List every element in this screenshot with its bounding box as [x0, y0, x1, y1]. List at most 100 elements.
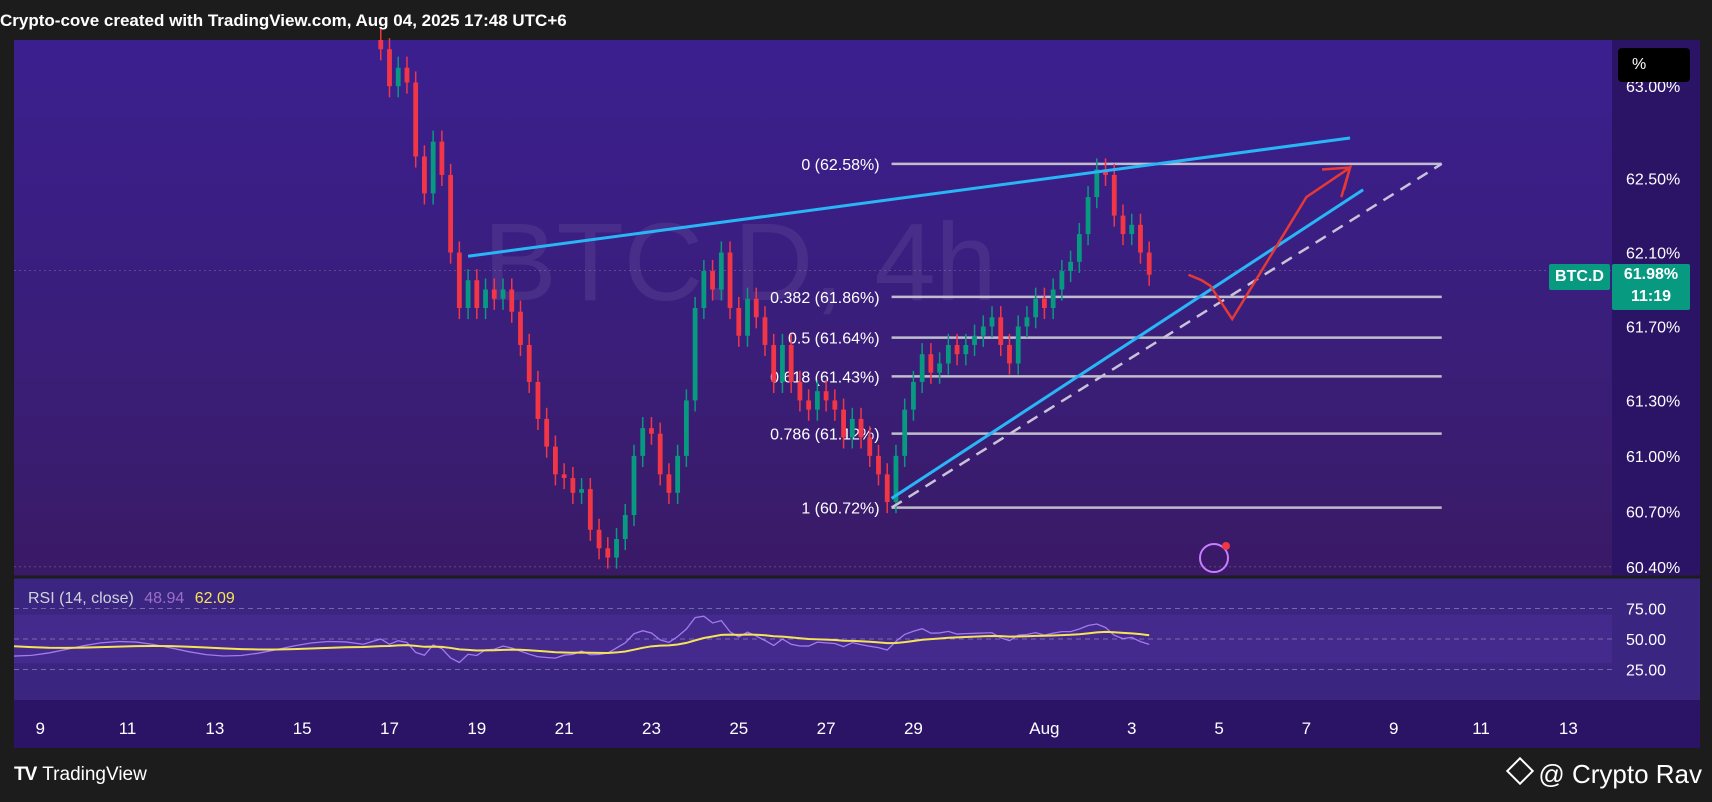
- tradingview-logo[interactable]: TV TradingView: [14, 764, 147, 786]
- y-tick-label: 60.70%: [1626, 504, 1680, 521]
- candle-body: [945, 344, 951, 364]
- fib-level-label: 1 (60.72%): [801, 501, 879, 518]
- tv-logo-text: TradingView: [42, 764, 147, 785]
- rsi-ma-line: [13, 630, 1150, 654]
- candle-body: [771, 344, 777, 382]
- candle-body: [657, 433, 663, 475]
- x-tick-label: 25: [729, 719, 748, 738]
- y-tick-label: 62.10%: [1626, 246, 1680, 263]
- last-price-badge: 61.98% 11:19: [1612, 264, 1690, 310]
- candle-body: [622, 515, 628, 540]
- fib-level-label: 0.382 (61.86%): [770, 290, 879, 307]
- author-name: @ Crypto Rav: [1538, 759, 1702, 789]
- x-tick-label: 11: [1472, 719, 1490, 738]
- candle-body: [1094, 169, 1100, 198]
- y-tick-label: 62.50%: [1626, 172, 1680, 189]
- candle-body: [404, 67, 410, 83]
- trendline-resistance: [467, 136, 1351, 258]
- rsi-tick-label: 50.00: [1626, 632, 1666, 649]
- candle-body: [998, 317, 1004, 345]
- candle-body: [832, 400, 838, 410]
- header-title: Crypto-cove created with TradingView.com…: [0, 11, 567, 30]
- candle-body: [579, 489, 584, 493]
- candle-body: [640, 428, 646, 456]
- footer: TV TradingView @ Crypto Rav: [0, 752, 1712, 802]
- x-tick-label: 27: [817, 719, 836, 738]
- candle-body: [1015, 326, 1021, 364]
- binance-icon: [1506, 756, 1535, 786]
- candle-body: [448, 174, 454, 253]
- tv-logo-icon: TV: [14, 764, 37, 785]
- candle-body: [387, 49, 392, 87]
- candle-body: [745, 298, 750, 336]
- candle-body: [544, 418, 550, 447]
- trendline-dashed: [890, 162, 1443, 509]
- percent-scale-button[interactable]: %: [1618, 48, 1690, 82]
- candle-body: [911, 381, 916, 410]
- candle-body: [701, 271, 707, 308]
- candle-body: [378, 40, 384, 50]
- candle-body: [876, 455, 881, 475]
- x-tick-label: 29: [904, 719, 923, 738]
- price-chart[interactable]: BTC.D, 4h 63.00% 62.50% 62.10% 61.70% 61.30% 6…: [0, 0, 1712, 752]
- candle-body: [736, 308, 742, 336]
- x-tick-label: 9: [1389, 719, 1398, 738]
- candle-body: [465, 280, 471, 308]
- flash-icon-dot: [1222, 542, 1230, 550]
- fib-level-label: 0 (62.58%): [801, 157, 879, 174]
- candle-body: [928, 354, 934, 373]
- flash-icon: [1199, 543, 1229, 573]
- x-tick-label: 19: [467, 719, 486, 738]
- candle-body: [1085, 197, 1091, 235]
- candle-body: [456, 252, 462, 308]
- candle-body: [753, 298, 759, 318]
- candle-body: [675, 455, 681, 493]
- candle-body: [692, 308, 698, 401]
- candle-body: [526, 344, 532, 382]
- x-tick-label: 3: [1127, 719, 1136, 738]
- candle-body: [422, 156, 427, 194]
- candle-body: [867, 437, 873, 456]
- candle-body: [710, 271, 715, 290]
- candle-body: [518, 311, 523, 345]
- projection-arrowhead: [1321, 166, 1352, 190]
- main-pane-background: [14, 40, 1612, 576]
- candle-body: [806, 400, 812, 410]
- candle-body: [666, 474, 672, 493]
- rsi-name: RSI (14, close): [28, 590, 134, 607]
- candle-body: [814, 391, 820, 410]
- candle-body: [683, 400, 689, 456]
- candle-body: [631, 455, 637, 516]
- candle-body: [413, 82, 419, 157]
- candle-body: [919, 354, 925, 382]
- candle-body: [596, 529, 602, 549]
- candle-body: [614, 539, 619, 558]
- candle-body: [727, 252, 733, 308]
- x-tick-label: 15: [293, 719, 312, 738]
- x-tick-label: 11: [119, 719, 137, 738]
- y-tick-label: 61.00%: [1626, 449, 1680, 466]
- candle-body: [797, 381, 803, 401]
- symbol-label: BTC.D: [1555, 268, 1604, 285]
- author-tag: @ Crypto Rav: [1506, 756, 1702, 790]
- rsi-legend[interactable]: RSI (14, close) 48.94 62.09: [28, 590, 235, 608]
- last-price: 61.98%: [1623, 266, 1679, 283]
- candle-body: [395, 67, 401, 87]
- candle-body: [491, 289, 497, 299]
- x-tick-label: Aug: [1029, 719, 1059, 738]
- candle-body: [884, 474, 890, 503]
- candle-body: [1129, 224, 1135, 235]
- candle-body: [587, 489, 593, 530]
- fib-level-label: 0.5 (61.64%): [788, 331, 880, 348]
- candle-body: [849, 418, 855, 438]
- candle-body: [561, 474, 567, 479]
- candle-body: [1111, 174, 1117, 216]
- candle-body: [989, 317, 995, 327]
- candle-body: [954, 344, 960, 355]
- trendline-support: [890, 188, 1364, 500]
- candle-body: [980, 326, 986, 336]
- candle-body: [509, 289, 515, 312]
- candle-body: [649, 428, 654, 434]
- bar-countdown: 11:19: [1630, 288, 1672, 305]
- fib-level-label: 0.618 (61.43%): [770, 369, 879, 386]
